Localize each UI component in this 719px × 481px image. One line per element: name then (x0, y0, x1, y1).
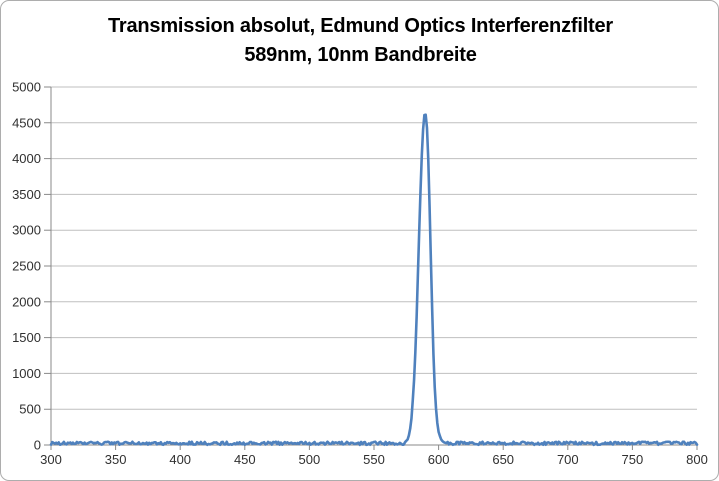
y-tick-label-4000: 4000 (12, 151, 41, 166)
x-tick-label-550: 550 (363, 452, 385, 467)
data-series-line (49, 113, 699, 447)
x-tick-label-650: 650 (492, 452, 514, 467)
y-tick-label-3500: 3500 (12, 187, 41, 202)
chart-title: Transmission absolut, Edmund Optics Inte… (1, 12, 718, 70)
x-tick-label-750: 750 (622, 452, 644, 467)
y-tick-label-0: 0 (34, 438, 41, 453)
x-tick-label-400: 400 (169, 452, 191, 467)
y-tick-label-1000: 1000 (12, 366, 41, 381)
x-tick-label-500: 500 (299, 452, 321, 467)
x-tick-label-600: 600 (428, 452, 450, 467)
chart-title-line1: Transmission absolut, Edmund Optics Inte… (107, 15, 614, 37)
x-tick-label-450: 450 (234, 452, 256, 467)
y-tick-label-500: 500 (19, 402, 41, 417)
y-tick-label-2500: 2500 (12, 259, 41, 274)
y-tick-label-1500: 1500 (12, 330, 41, 345)
x-tick-label-800: 800 (686, 452, 708, 467)
x-tick-label-350: 350 (105, 452, 127, 467)
y-tick-label-2000: 2000 (12, 294, 41, 309)
y-tick-label-3000: 3000 (12, 223, 41, 238)
y-tick-label-4500: 4500 (12, 115, 41, 130)
chart-title-line2: 589nm, 10nm Bandbreite (244, 44, 477, 66)
y-tick-label-5000: 5000 (12, 80, 41, 95)
x-tick-label-700: 700 (557, 452, 579, 467)
x-tick-label-300: 300 (40, 452, 62, 467)
